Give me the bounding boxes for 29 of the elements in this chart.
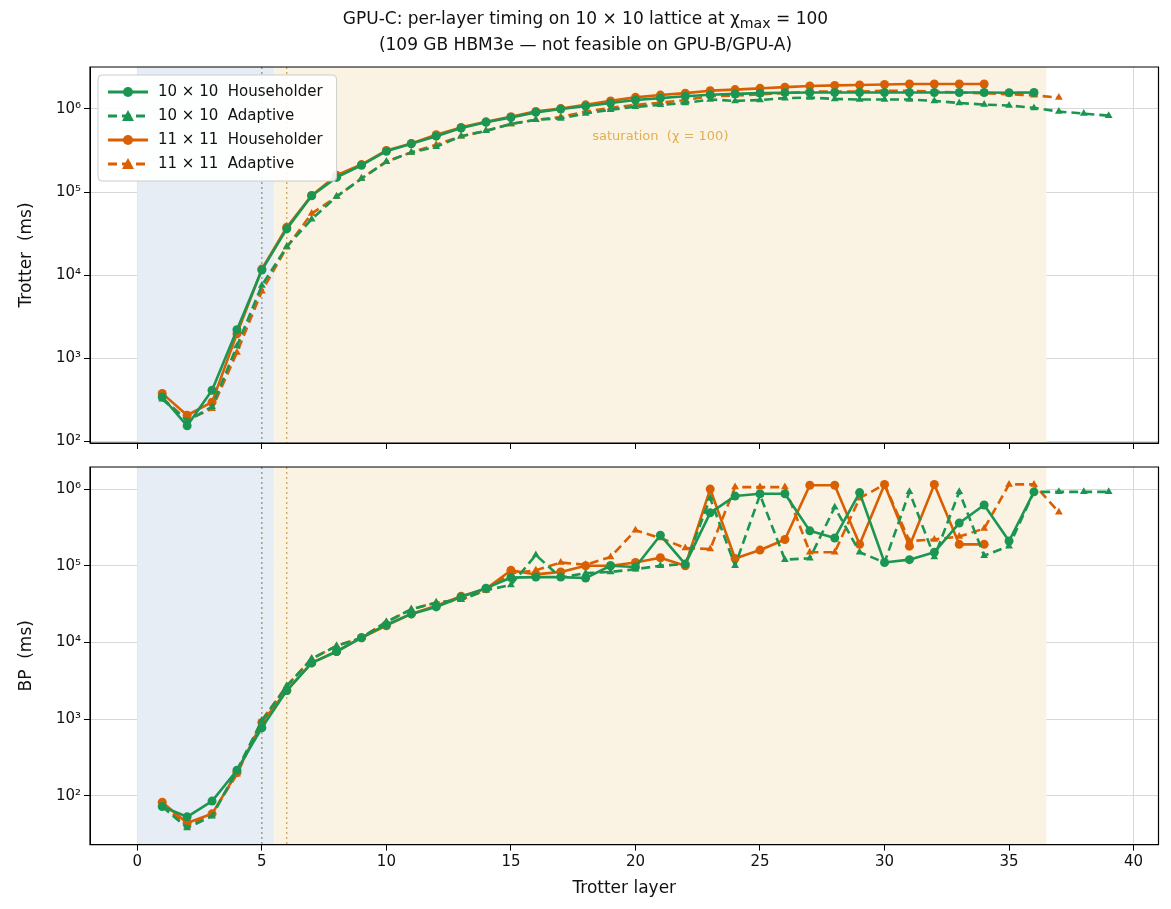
- y-tick-label: 10³: [55, 348, 81, 367]
- y-tick-label: 10⁵: [55, 182, 81, 201]
- x-tick-label: 20: [625, 852, 645, 871]
- y-tick-label: 10⁶: [55, 99, 81, 118]
- legend-label: 11 × 11 Adaptive: [158, 154, 295, 173]
- x-tick-label: 0: [132, 852, 143, 871]
- chart-title: GPU-C: per-layer timing on 10 × 10 lattice at χ$_{max}$ = 100: [341, 8, 830, 34]
- y-tick-label: 10²: [55, 785, 81, 804]
- y-tick-label: 10³: [55, 709, 81, 728]
- band-label: saturation (χ = 100): [592, 128, 729, 144]
- legend-label: 10 × 10 Adaptive: [158, 106, 295, 125]
- y-tick-label: 10⁴: [55, 265, 81, 284]
- y-axis-title: BP (ms): [14, 620, 35, 692]
- y-axis-title: Trotter (ms): [14, 202, 35, 309]
- x-tick-label: 25: [750, 852, 770, 871]
- legend-label: 10 × 10 Householder: [158, 82, 324, 101]
- x-tick-label: 35: [999, 852, 1019, 871]
- y-tick-label: 10⁴: [55, 632, 81, 651]
- y-tick-label: 10²: [55, 431, 81, 450]
- x-tick-label: 30: [874, 852, 895, 871]
- x-tick-label: 15: [501, 852, 521, 871]
- x-axis-title: Trotter layer: [571, 877, 677, 898]
- y-tick-label: 10⁶: [55, 479, 81, 498]
- x-tick-label: 5: [257, 852, 267, 871]
- y-tick-label: 10⁵: [55, 556, 81, 574]
- chart-subtitle: (109 GB HBM3e — not feasible on GPU-B/GPU-A): [377, 34, 794, 56]
- x-tick-label: 10: [376, 852, 396, 871]
- x-tick-label: 40: [1124, 852, 1144, 871]
- legend-label: 11 × 11 Householder: [158, 130, 324, 149]
